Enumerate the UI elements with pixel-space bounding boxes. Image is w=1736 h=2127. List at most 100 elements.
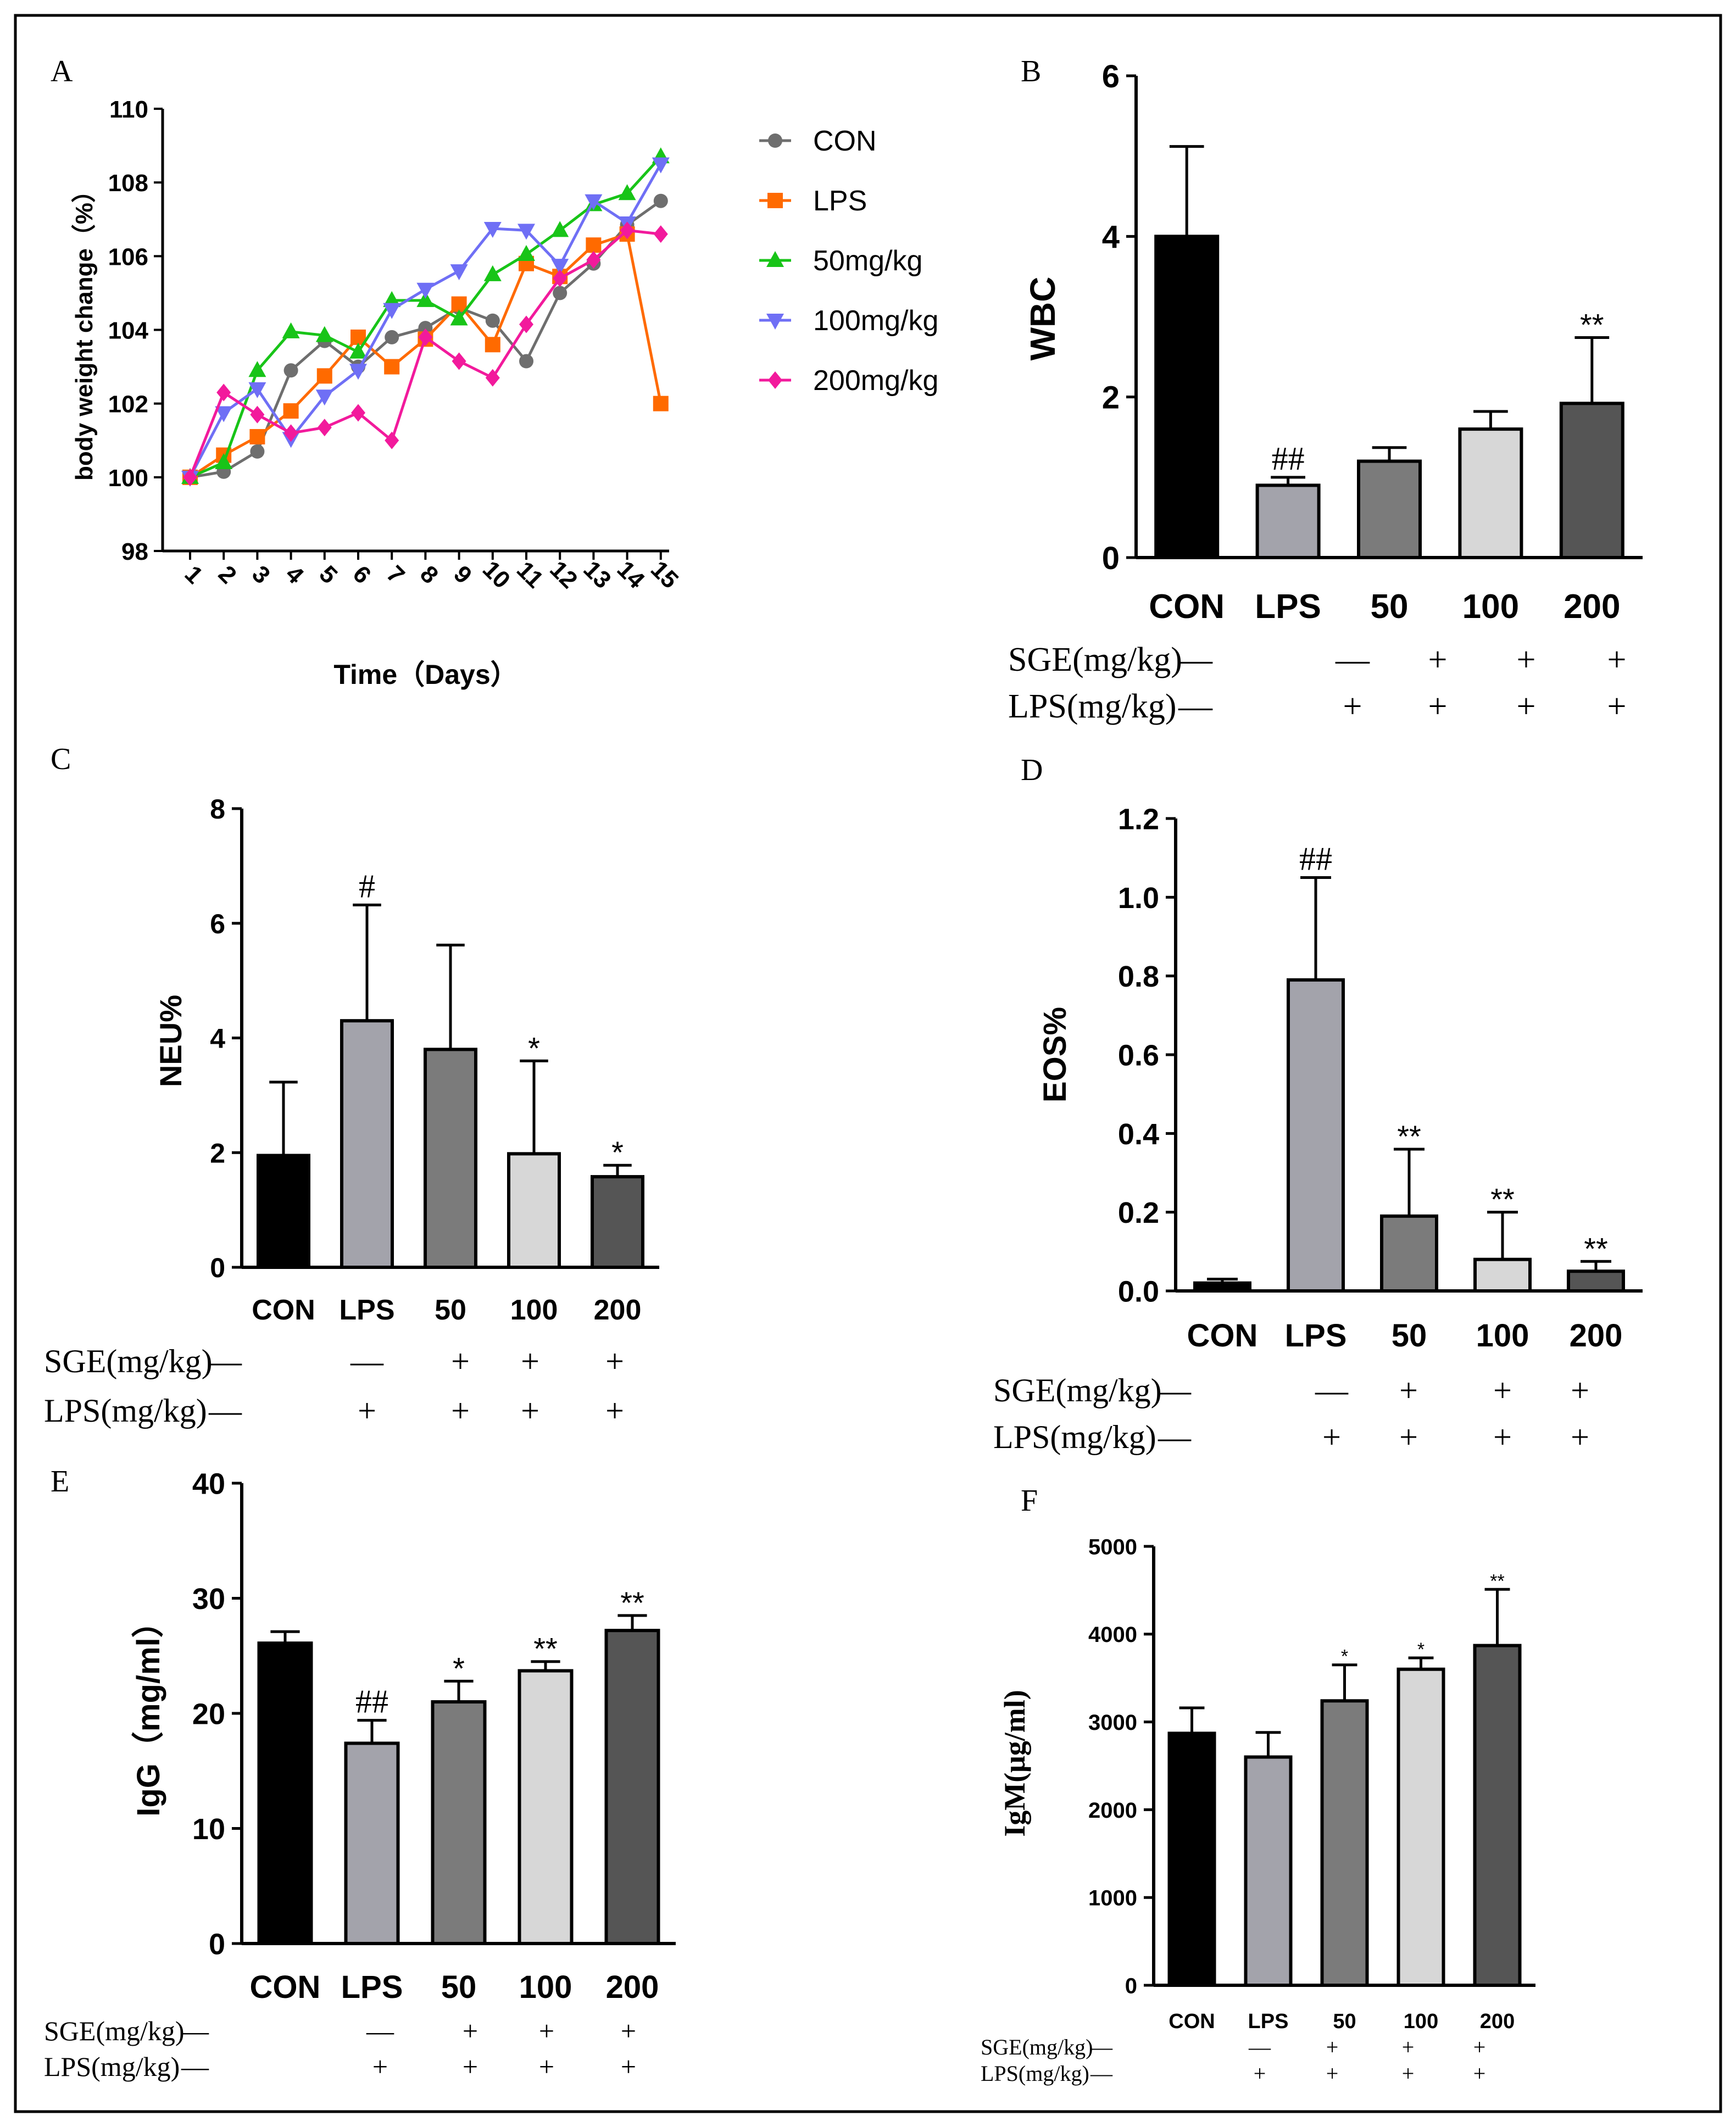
treatment-table-E: SGE(mg/kg)LPS(mg/kg)———+++++++ (44, 2015, 636, 2082)
data-point (317, 419, 332, 437)
bar-group (1167, 1706, 1216, 1987)
y-tick-label: 110 (109, 96, 148, 123)
data-point (483, 222, 502, 238)
data-point (450, 264, 468, 281)
lps-row-label: LPS(mg/kg) (993, 1419, 1156, 1455)
data-point (585, 194, 603, 210)
data-point (620, 221, 635, 240)
lps-row-label: LPS(mg/kg) (981, 2061, 1089, 2086)
bar-LPS (340, 1019, 394, 1269)
y-tick-label: 20 (192, 1697, 225, 1730)
data-point (518, 244, 535, 261)
x-tick-label: 13 (578, 556, 616, 594)
data-point (586, 237, 602, 253)
lps-mark: + (1493, 1419, 1512, 1455)
significance-mark: ** (1490, 1182, 1515, 1217)
y-tick-label: 5000 (1088, 1535, 1137, 1559)
bar-group (1473, 1588, 1522, 1987)
lps-mark: + (1473, 2061, 1486, 2086)
data-point (351, 404, 365, 422)
y-tick-label: 4 (210, 1023, 225, 1054)
lps-mark: + (1428, 688, 1448, 725)
category-label: 200 (606, 1969, 659, 2005)
data-point (586, 251, 601, 269)
series-200mg/kg (183, 221, 668, 486)
significance-mark: * (453, 1651, 465, 1685)
significance-mark: # (359, 868, 375, 904)
bar-chart-D: 0.0 0.2 0.4 0.6 0.8 1.0 1.2 CON ## LPS ** 50 ** 100 **… (993, 803, 1643, 1455)
sge-mark: + (539, 2015, 554, 2046)
bar-200 (1567, 1269, 1625, 1293)
bar-group (257, 1081, 310, 1269)
sge-row-label: SGE(mg/kg) (981, 2035, 1093, 2059)
significance-mark: ## (1272, 441, 1305, 477)
bar-group (1255, 476, 1321, 560)
category-label: 50 (1392, 1318, 1427, 1354)
category-label: LPS (1248, 2010, 1289, 2033)
data-point (349, 342, 367, 359)
y-tick-label: 0 (1102, 541, 1120, 576)
sge-mark: + (1607, 641, 1627, 678)
y-tick-label: 2 (1102, 380, 1120, 416)
lps-mark: + (539, 2051, 554, 2082)
category-label: 50 (1333, 2010, 1356, 2033)
y-tick-label: 0.4 (1118, 1118, 1159, 1151)
legend-label: LPS (813, 185, 867, 217)
lps-mark: + (1399, 1419, 1418, 1455)
data-point (450, 309, 468, 326)
category-label: 200 (1570, 1318, 1623, 1354)
y-tick-label: 1000 (1088, 1886, 1137, 1911)
bar-group (340, 903, 394, 1269)
category-label: 100 (519, 1969, 572, 2005)
bar-chart-E: 0 10 20 30 40 CON ## LPS * 50 ** 100 ** 200 IgG（mg/ml）… (44, 1467, 676, 2082)
data-point (653, 193, 668, 208)
category-label: 200 (1563, 588, 1620, 626)
sge-mark: + (1517, 641, 1536, 678)
bar-group (257, 1630, 313, 1946)
bar-group (344, 1719, 400, 1945)
sge-mark: + (521, 1343, 539, 1379)
y-tick-label: 108 (108, 170, 148, 197)
data-point (215, 406, 233, 422)
x-tick-label: 3 (247, 560, 275, 589)
lps-mark: — (208, 1393, 242, 1429)
data-point (250, 405, 265, 424)
panel-letter-F: F (1021, 1484, 1038, 1518)
x-tick-label: 14 (612, 556, 650, 594)
sge-mark: — (208, 1343, 242, 1379)
bar-50 (431, 1700, 487, 1946)
significance-mark: * (528, 1031, 540, 1065)
lps-row-label: LPS(mg/kg) (44, 2051, 180, 2082)
data-point (385, 431, 399, 449)
x-tick-label: 8 (415, 560, 443, 589)
x-tick-label: 7 (381, 560, 410, 589)
data-point (452, 352, 466, 370)
bar-group (518, 1660, 574, 1946)
lps-mark: + (521, 1393, 539, 1429)
data-point (485, 337, 500, 353)
data-point (519, 354, 533, 369)
lps-row-label: LPS(mg/kg) (1008, 688, 1177, 725)
legend-marker (768, 133, 782, 148)
data-point (485, 369, 500, 387)
bar-group (1154, 145, 1220, 560)
bar-200 (591, 1175, 644, 1269)
bar-100 (1396, 1667, 1445, 1987)
sge-mark: — (1178, 641, 1213, 678)
category-label: CON (1169, 2010, 1215, 2033)
bar-100 (518, 1669, 574, 1946)
lps-mark: + (451, 1393, 470, 1429)
data-point (282, 322, 300, 338)
y-tick-label: 102 (108, 391, 148, 418)
sge-mark: + (621, 2015, 636, 2046)
bar-group (1380, 1148, 1438, 1293)
category-label: 100 (510, 1294, 558, 1326)
significance-mark: ## (1299, 841, 1332, 877)
bar-50 (1320, 1699, 1369, 1987)
data-point (652, 157, 670, 174)
x-tick-label: 6 (348, 560, 376, 589)
y-tick-label: 2 (210, 1138, 225, 1168)
y-tick-label: 0.8 (1118, 960, 1159, 993)
data-point (250, 444, 265, 459)
